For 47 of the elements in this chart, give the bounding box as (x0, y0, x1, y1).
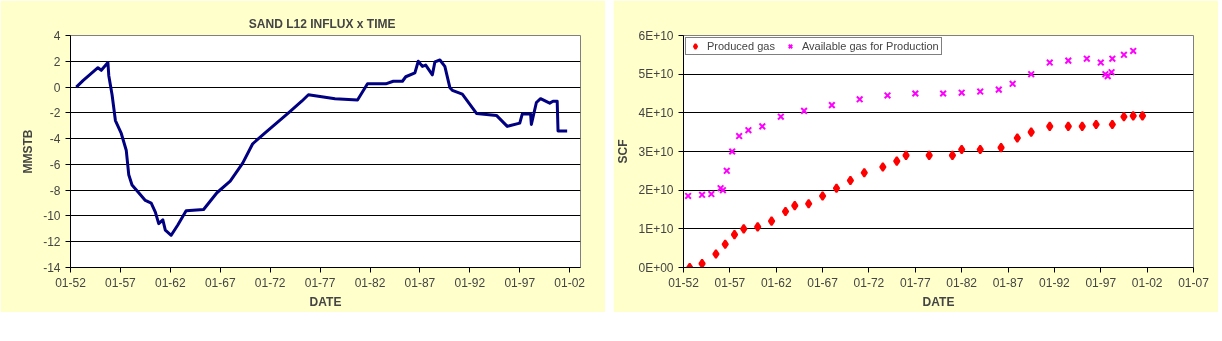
x-tick-label: 01-62 (760, 275, 792, 290)
x-tick-label: 01-77 (304, 275, 336, 290)
x-tick-label: 01-92 (1039, 275, 1071, 290)
x-tick-label: 01-57 (714, 275, 746, 290)
y-tick-label: 0E+00 (638, 260, 674, 275)
x-tick-label: 01-52 (55, 275, 87, 290)
y-tick-label: -2 (49, 106, 61, 121)
y-tick-label: 0 (53, 80, 61, 95)
y-tick-label: -14 (43, 261, 61, 275)
x-tick-label: 01-87 (992, 275, 1024, 290)
y-tick-label: 3E+10 (638, 144, 674, 159)
y-tick-label: 5E+10 (638, 67, 674, 82)
y-tick-label: 2 (53, 54, 61, 69)
x-axis-title: DATE (922, 294, 955, 309)
x-tick-label: 01-82 (354, 275, 386, 290)
y-tick-label: -8 (49, 183, 61, 198)
y-tick-label: 4E+10 (638, 105, 674, 120)
y-tick-label: 2E+10 (638, 183, 674, 198)
x-tick-label: 01-57 (105, 275, 137, 290)
x-tick-label: 01-52 (668, 275, 700, 290)
legend-label: Produced gas (707, 40, 775, 52)
y-tick-label: -12 (43, 235, 61, 250)
x-tick-label: 01-72 (254, 275, 286, 290)
x-tick-label: 01-92 (454, 275, 486, 290)
x-tick-label: 01-87 (404, 275, 436, 290)
y-tick-label: -6 (49, 157, 61, 172)
chart-title: SAND L12 INFLUX x TIME (248, 16, 396, 31)
y-axis-title: SCF (616, 139, 631, 164)
x-tick-label: 01-02 (554, 275, 586, 290)
x-tick-label: 01-97 (1085, 275, 1117, 290)
x-tick-label: 01-62 (155, 275, 187, 290)
x-tick-label: 01-02 (1131, 275, 1163, 290)
x-tick-label: 01-82 (946, 275, 978, 290)
x-tick-label: 01-72 (853, 275, 885, 290)
x-tick-label: 01-77 (899, 275, 932, 290)
y-tick-label: -10 (43, 209, 61, 224)
y-axis-title: MMSTB (21, 129, 36, 174)
y-tick-label: 6E+10 (638, 28, 674, 43)
legend-label: Available gas for Production (801, 40, 939, 52)
x-tick-label: 01-67 (204, 275, 236, 290)
y-tick-label: -4 (49, 132, 61, 147)
x-axis-title: DATE (309, 294, 342, 309)
x-tick-label: 01-07 (1178, 275, 1210, 290)
x-tick-label: 01-67 (807, 275, 839, 290)
y-tick-label: 1E+10 (638, 221, 674, 236)
x-tick-label: 01-97 (504, 275, 536, 290)
y-tick-label: 4 (53, 29, 61, 43)
